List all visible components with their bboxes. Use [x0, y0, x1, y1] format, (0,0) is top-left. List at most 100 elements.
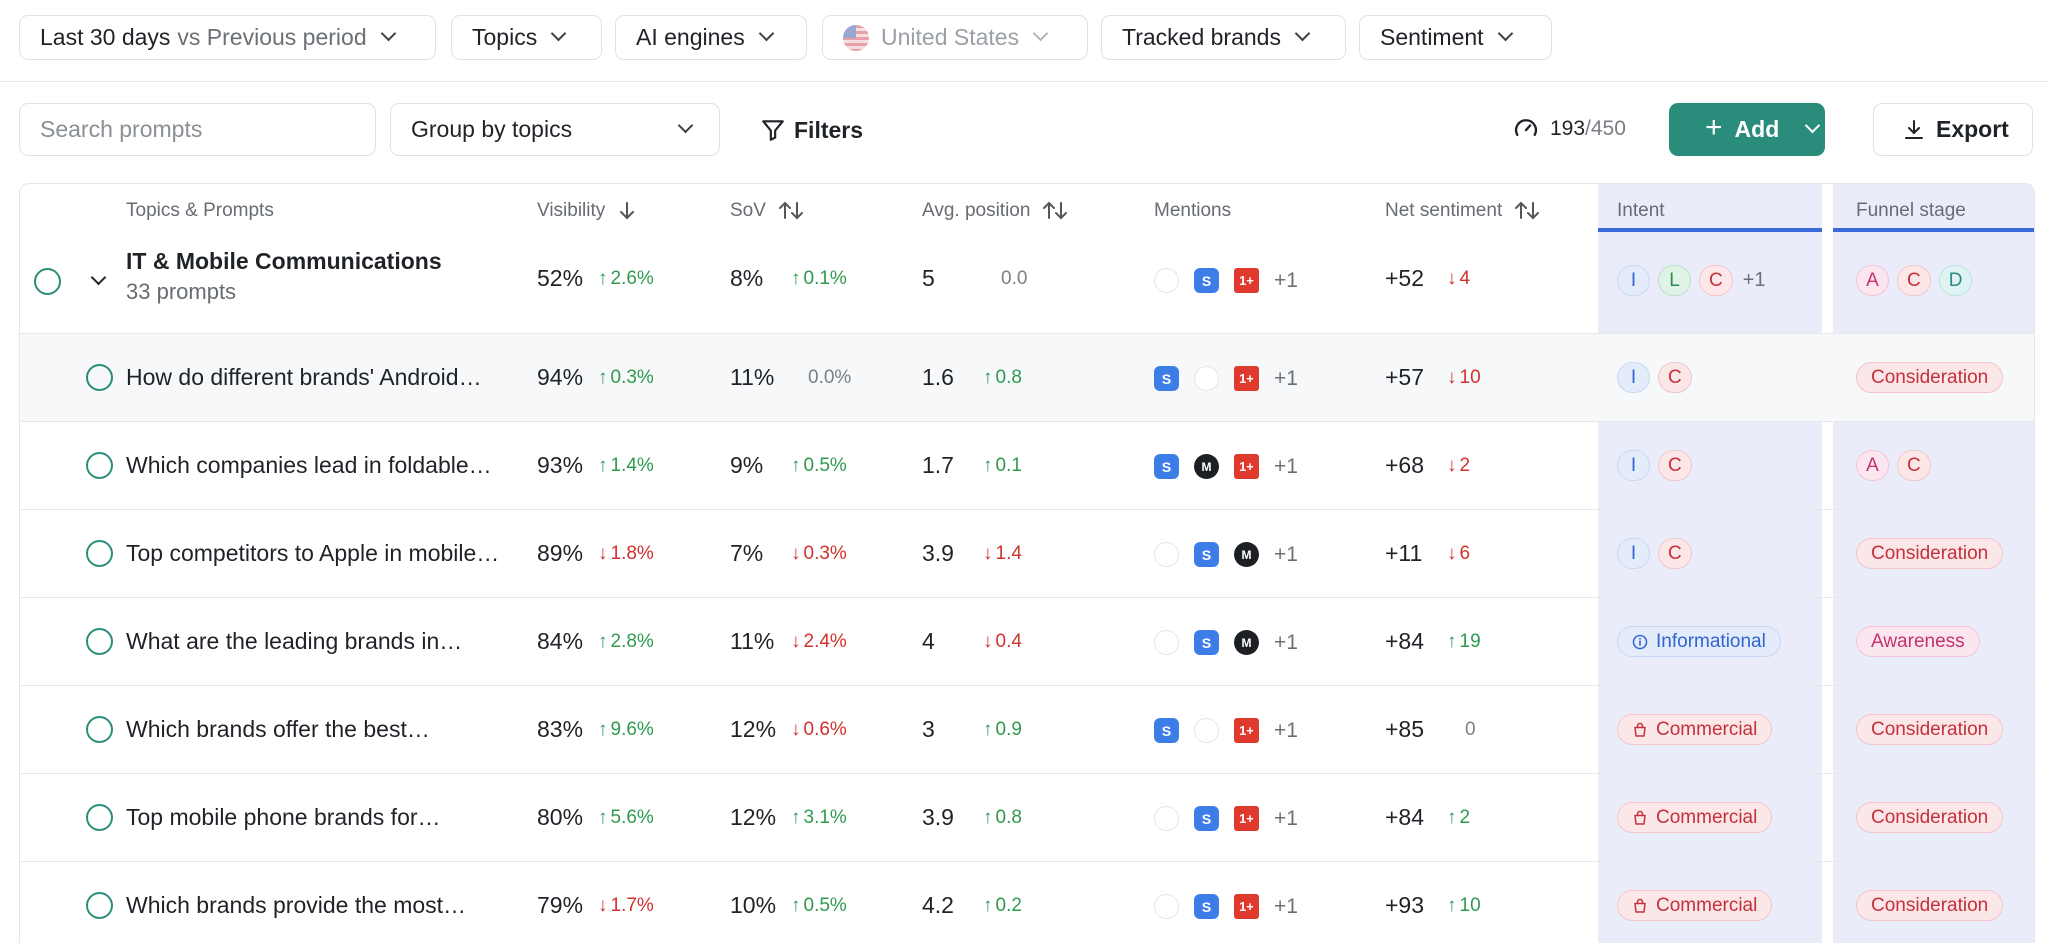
- oneplus-logo-icon: 1+: [1234, 268, 1259, 293]
- prompt-row[interactable]: Which brands provide the most… 79% ↓ 1.7%…: [20, 861, 2034, 943]
- sov-value: 8%: [730, 265, 764, 291]
- mentions-more: +1: [1274, 630, 1298, 654]
- sov-delta: ↑ 0.5%: [791, 455, 847, 476]
- topic-prompt-count: 33 prompts: [126, 279, 237, 304]
- header-visibility[interactable]: Visibility: [537, 200, 637, 222]
- topic-group-row[interactable]: IT & Mobile Communications 33 prompts 52…: [20, 232, 2034, 332]
- search-input[interactable]: [19, 103, 376, 156]
- oneplus-logo-icon: 1+: [1234, 718, 1259, 743]
- filters-button[interactable]: Filters: [760, 110, 863, 150]
- intent-pill: I: [1617, 538, 1650, 569]
- row-checkbox[interactable]: [86, 716, 113, 743]
- sov-value: 12%: [730, 716, 777, 742]
- sov-delta: ↓ 0.3%: [791, 543, 847, 564]
- sentiment-value: +84: [1385, 628, 1425, 654]
- download-icon: [1905, 119, 1923, 139]
- sort-icon[interactable]: [1514, 200, 1540, 222]
- prompt-row[interactable]: Top mobile phone brands for… 80% ↑ 5.6% 1…: [20, 773, 2034, 861]
- funnel-pill: D: [1938, 265, 1973, 296]
- mentions-logos: S 1+ +1: [1154, 268, 1298, 293]
- sentiment-value: +11: [1385, 540, 1423, 566]
- quota-max: /450: [1585, 117, 1626, 140]
- header-intent[interactable]: Intent: [1617, 200, 1665, 221]
- apple-logo-icon: [1154, 806, 1179, 831]
- header-net-sentiment[interactable]: Net sentiment: [1385, 200, 1540, 222]
- tracked-brands-dropdown[interactable]: Tracked brands: [1101, 15, 1346, 60]
- prompt-text[interactable]: Which brands provide the most…: [126, 892, 467, 918]
- header-avg-position[interactable]: Avg. position: [922, 200, 1068, 222]
- apple-logo-icon: [1154, 630, 1179, 655]
- intent-pills: I L C +1: [1617, 265, 1766, 296]
- sentiment-delta: ↓ 4: [1447, 268, 1471, 289]
- chevron-down-icon[interactable]: [1804, 117, 1821, 134]
- sentiment-label: Sentiment: [1380, 24, 1484, 50]
- sentiment-dropdown[interactable]: Sentiment: [1359, 15, 1552, 60]
- position-delta: ↓ 1.4: [983, 543, 1022, 564]
- position-delta: ↑ 0.2: [983, 895, 1022, 916]
- sov-value: 11%: [730, 364, 775, 390]
- motorola-logo-icon: M: [1234, 630, 1259, 655]
- prompts-table: Topics & Prompts Visibility SoV Avg. pos…: [19, 183, 2035, 943]
- prompt-text[interactable]: Which brands offer the best…: [126, 716, 430, 742]
- sentiment-delta: ↓ 6: [1447, 543, 1471, 564]
- funnel-pills: A C D: [1856, 265, 1980, 296]
- prompt-text[interactable]: Which companies lead in foldable…: [126, 452, 492, 478]
- sentiment-value: +52: [1385, 265, 1425, 291]
- collapse-chevron-icon[interactable]: [90, 269, 107, 286]
- row-checkbox[interactable]: [86, 364, 113, 391]
- row-checkbox[interactable]: [86, 628, 113, 655]
- intent-more: +1: [1742, 269, 1766, 291]
- sentiment-value: +93: [1385, 892, 1425, 918]
- quota-used: 193: [1550, 117, 1586, 140]
- header-topics-prompts: Topics & Prompts: [126, 200, 274, 221]
- mentions-more: +1: [1274, 806, 1298, 830]
- sentiment-value: +68: [1385, 452, 1425, 478]
- add-button[interactable]: + Add: [1669, 103, 1825, 156]
- header-sov[interactable]: SoV: [730, 200, 804, 222]
- ai-engines-dropdown[interactable]: AI engines: [615, 15, 807, 60]
- prompt-text[interactable]: Top mobile phone brands for…: [126, 804, 441, 830]
- mentions-more: +1: [1274, 542, 1298, 566]
- export-label: Export: [1936, 116, 2009, 142]
- prompt-row[interactable]: What are the leading brands in… 84% ↑ 2.8…: [20, 597, 2034, 685]
- visibility-value: 79%: [537, 892, 584, 918]
- row-checkbox[interactable]: [86, 892, 113, 919]
- sort-icon[interactable]: [1042, 200, 1068, 222]
- mentions-more: +1: [1274, 366, 1298, 390]
- prompt-row[interactable]: Which brands offer the best… 83% ↑ 9.6% 1…: [20, 685, 2034, 773]
- prompt-row[interactable]: Which companies lead in foldable… 93% ↑ 1…: [20, 421, 2034, 509]
- samsung-logo-icon: S: [1154, 454, 1179, 479]
- topics-dropdown[interactable]: Topics: [451, 15, 602, 60]
- prompt-text[interactable]: Top competitors to Apple in mobile…: [126, 540, 500, 566]
- visibility-delta: ↑ 0.3%: [598, 367, 654, 388]
- sentiment-delta: ↑ 2: [1447, 807, 1471, 828]
- sort-icon[interactable]: [778, 200, 804, 222]
- country-dropdown[interactable]: United States: [822, 15, 1088, 60]
- visibility-value: 89%: [537, 540, 584, 566]
- row-checkbox[interactable]: [34, 268, 61, 295]
- prompt-row[interactable]: How do different brands' Android… 94% ↑ 0…: [20, 333, 2034, 421]
- sort-desc-icon[interactable]: [617, 200, 637, 222]
- position-delta: ↑ 0.1: [983, 455, 1022, 476]
- prompt-row[interactable]: Top competitors to Apple in mobile… 89% …: [20, 509, 2034, 597]
- export-button[interactable]: Export: [1873, 103, 2033, 156]
- funnel-pills: A C: [1856, 450, 1939, 481]
- mentions-logos: S 1+ +1: [1154, 718, 1298, 743]
- chevron-down-icon: [758, 25, 774, 42]
- header-funnel-stage[interactable]: Funnel stage: [1856, 200, 1966, 221]
- sentiment-delta: ↑ 10: [1447, 895, 1481, 916]
- intent-pill: Commercial: [1617, 890, 1773, 921]
- row-checkbox[interactable]: [86, 540, 113, 567]
- mentions-logos: S 1+ +1: [1154, 894, 1298, 919]
- oneplus-logo-icon: 1+: [1234, 366, 1259, 391]
- visibility-value: 83%: [537, 716, 584, 742]
- row-checkbox[interactable]: [86, 452, 113, 479]
- prompt-text[interactable]: How do different brands' Android…: [126, 364, 482, 390]
- oneplus-logo-icon: 1+: [1234, 894, 1259, 919]
- group-by-dropdown[interactable]: Group by topics: [390, 103, 720, 156]
- prompt-text[interactable]: What are the leading brands in…: [126, 628, 463, 654]
- row-checkbox[interactable]: [86, 804, 113, 831]
- sentiment-delta: 0: [1465, 719, 1476, 740]
- date-range-dropdown[interactable]: Last 30 days vs Previous period: [19, 15, 436, 60]
- sov-delta: ↑ 3.1%: [791, 807, 847, 828]
